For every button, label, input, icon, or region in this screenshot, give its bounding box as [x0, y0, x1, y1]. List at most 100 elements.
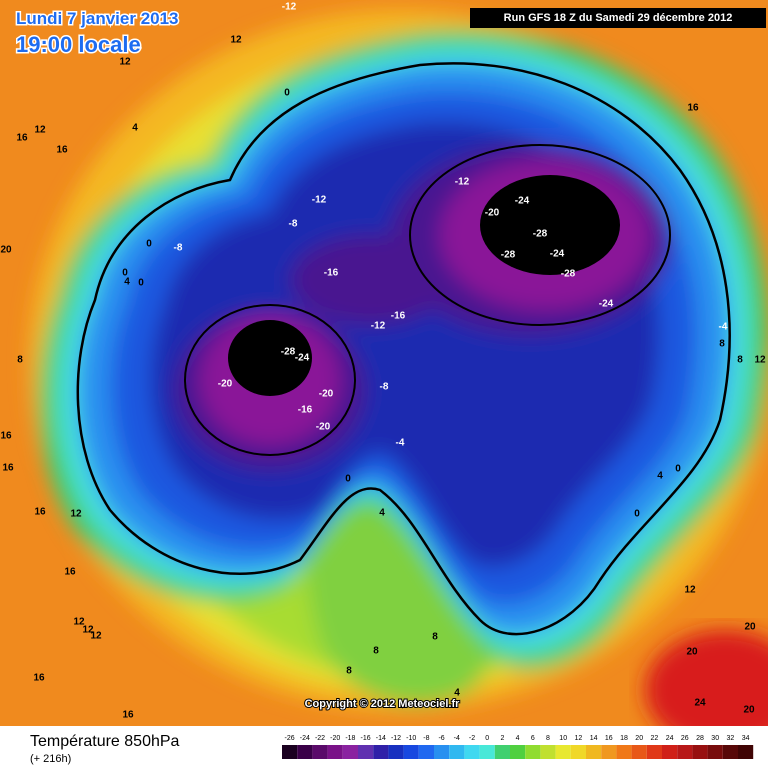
contour-label: -16	[324, 268, 339, 279]
contour-label: -24	[599, 299, 614, 310]
contour-label: 4	[124, 277, 130, 288]
contour-label: -20	[319, 389, 334, 400]
contour-label: -4	[396, 438, 405, 449]
contour-label: 12	[230, 35, 242, 46]
legend-swatch	[297, 745, 313, 759]
legend-tick-label: 4	[516, 735, 520, 742]
contour-label: 16	[0, 431, 12, 442]
contour-label: -24	[515, 196, 530, 207]
legend-tick-label: -26	[285, 735, 295, 742]
legend-tick-label: 30	[711, 735, 719, 742]
contour-label: -12	[371, 321, 386, 332]
contour-label: 12	[90, 631, 102, 642]
contour-label: 20	[743, 705, 755, 716]
legend-tick-label: 16	[605, 735, 613, 742]
footer-title: Température 850hPa	[30, 733, 180, 750]
contour-label: 16	[687, 103, 699, 114]
legend-swatch	[479, 745, 495, 759]
legend-tick-label: 18	[620, 735, 628, 742]
legend-tick-label: -22	[315, 735, 325, 742]
contour-label: -16	[391, 311, 406, 322]
contour-label: -12	[312, 195, 327, 206]
legend-tick-label: -16	[361, 735, 371, 742]
contour-label: 0	[122, 268, 128, 279]
contour-label: 12	[70, 509, 82, 520]
contour-label: 20	[744, 622, 756, 633]
legend-swatch	[510, 745, 526, 759]
contour-label: 0	[675, 464, 681, 475]
temperature-map	[0, 0, 768, 726]
legend-swatch	[403, 745, 419, 759]
lead-time: (+ 216h)	[30, 753, 71, 765]
legend-swatch	[616, 745, 632, 759]
contour-label: -12	[282, 2, 297, 13]
contour-label: 12	[684, 585, 696, 596]
contour-label: 12	[82, 625, 94, 636]
legend-tick-label: 2	[500, 735, 504, 742]
legend-swatch	[722, 745, 738, 759]
contour-label: 16	[34, 507, 46, 518]
contour-label: 4	[132, 123, 138, 134]
legend-swatch	[570, 745, 586, 759]
contour-label: 8	[17, 355, 23, 366]
run-info: Run GFS 18 Z du Samedi 29 décembre 2012	[504, 12, 733, 24]
contour-label: 4	[379, 508, 385, 519]
run-box	[470, 8, 766, 28]
contour-label: 0	[138, 278, 144, 289]
legend-tick-label: 12	[575, 735, 583, 742]
legend-tick-label: 26	[681, 735, 689, 742]
legend-tick-label: 22	[651, 735, 659, 742]
contour-label: -20	[218, 379, 233, 390]
legend-tick-label: 10	[559, 735, 567, 742]
legend-tick-label: -4	[454, 735, 460, 742]
contour-label: -20	[485, 208, 500, 219]
legend-swatch	[373, 745, 389, 759]
contour-label: -28	[501, 250, 516, 261]
contour-label: 8	[719, 339, 725, 350]
contour-label: 0	[634, 509, 640, 520]
contour-label: 16	[64, 567, 76, 578]
legend-tick-label: 0	[485, 735, 489, 742]
legend-swatch	[282, 745, 298, 759]
legend-swatch	[434, 745, 450, 759]
legend-swatch	[631, 745, 647, 759]
contour-label: 0	[345, 474, 351, 485]
contour-label: 0	[284, 88, 290, 99]
contour-label: -28	[561, 269, 576, 280]
contour-label: -12	[455, 177, 470, 188]
legend-swatch	[358, 745, 374, 759]
contour-label: 4	[657, 471, 663, 482]
legend-tick-label: -20	[330, 735, 340, 742]
contour-label: -4	[719, 322, 728, 333]
legend-swatch	[586, 745, 602, 759]
legend-tick-label: 14	[590, 735, 598, 742]
legend-swatch	[449, 745, 465, 759]
contour-label: 20	[0, 245, 12, 256]
legend-tick-label: -6	[438, 735, 444, 742]
contour-label: -24	[550, 249, 565, 260]
legend-swatch	[662, 745, 678, 759]
legend-swatch	[677, 745, 693, 759]
contour-label: 16	[2, 463, 14, 474]
contour-label: 16	[33, 673, 45, 684]
legend-swatch	[327, 745, 343, 759]
legend-swatch	[525, 745, 541, 759]
legend-tick-label: 20	[635, 735, 643, 742]
contour-label: -20	[316, 422, 331, 433]
legend-swatch	[646, 745, 662, 759]
contour-label: 12	[754, 355, 766, 366]
contour-label: 4	[454, 688, 460, 699]
legend-swatch	[707, 745, 723, 759]
contour-label: -24	[295, 353, 310, 364]
contour-label: 16	[56, 145, 68, 156]
legend-swatch	[312, 745, 328, 759]
contour-label: 16	[16, 133, 28, 144]
contour-label: -8	[174, 243, 183, 254]
legend-tick-label: 32	[727, 735, 735, 742]
legend-tick-label: 28	[696, 735, 704, 742]
legend-swatch	[540, 745, 556, 759]
legend-tick-label: 34	[742, 735, 750, 742]
legend-swatch	[464, 745, 480, 759]
